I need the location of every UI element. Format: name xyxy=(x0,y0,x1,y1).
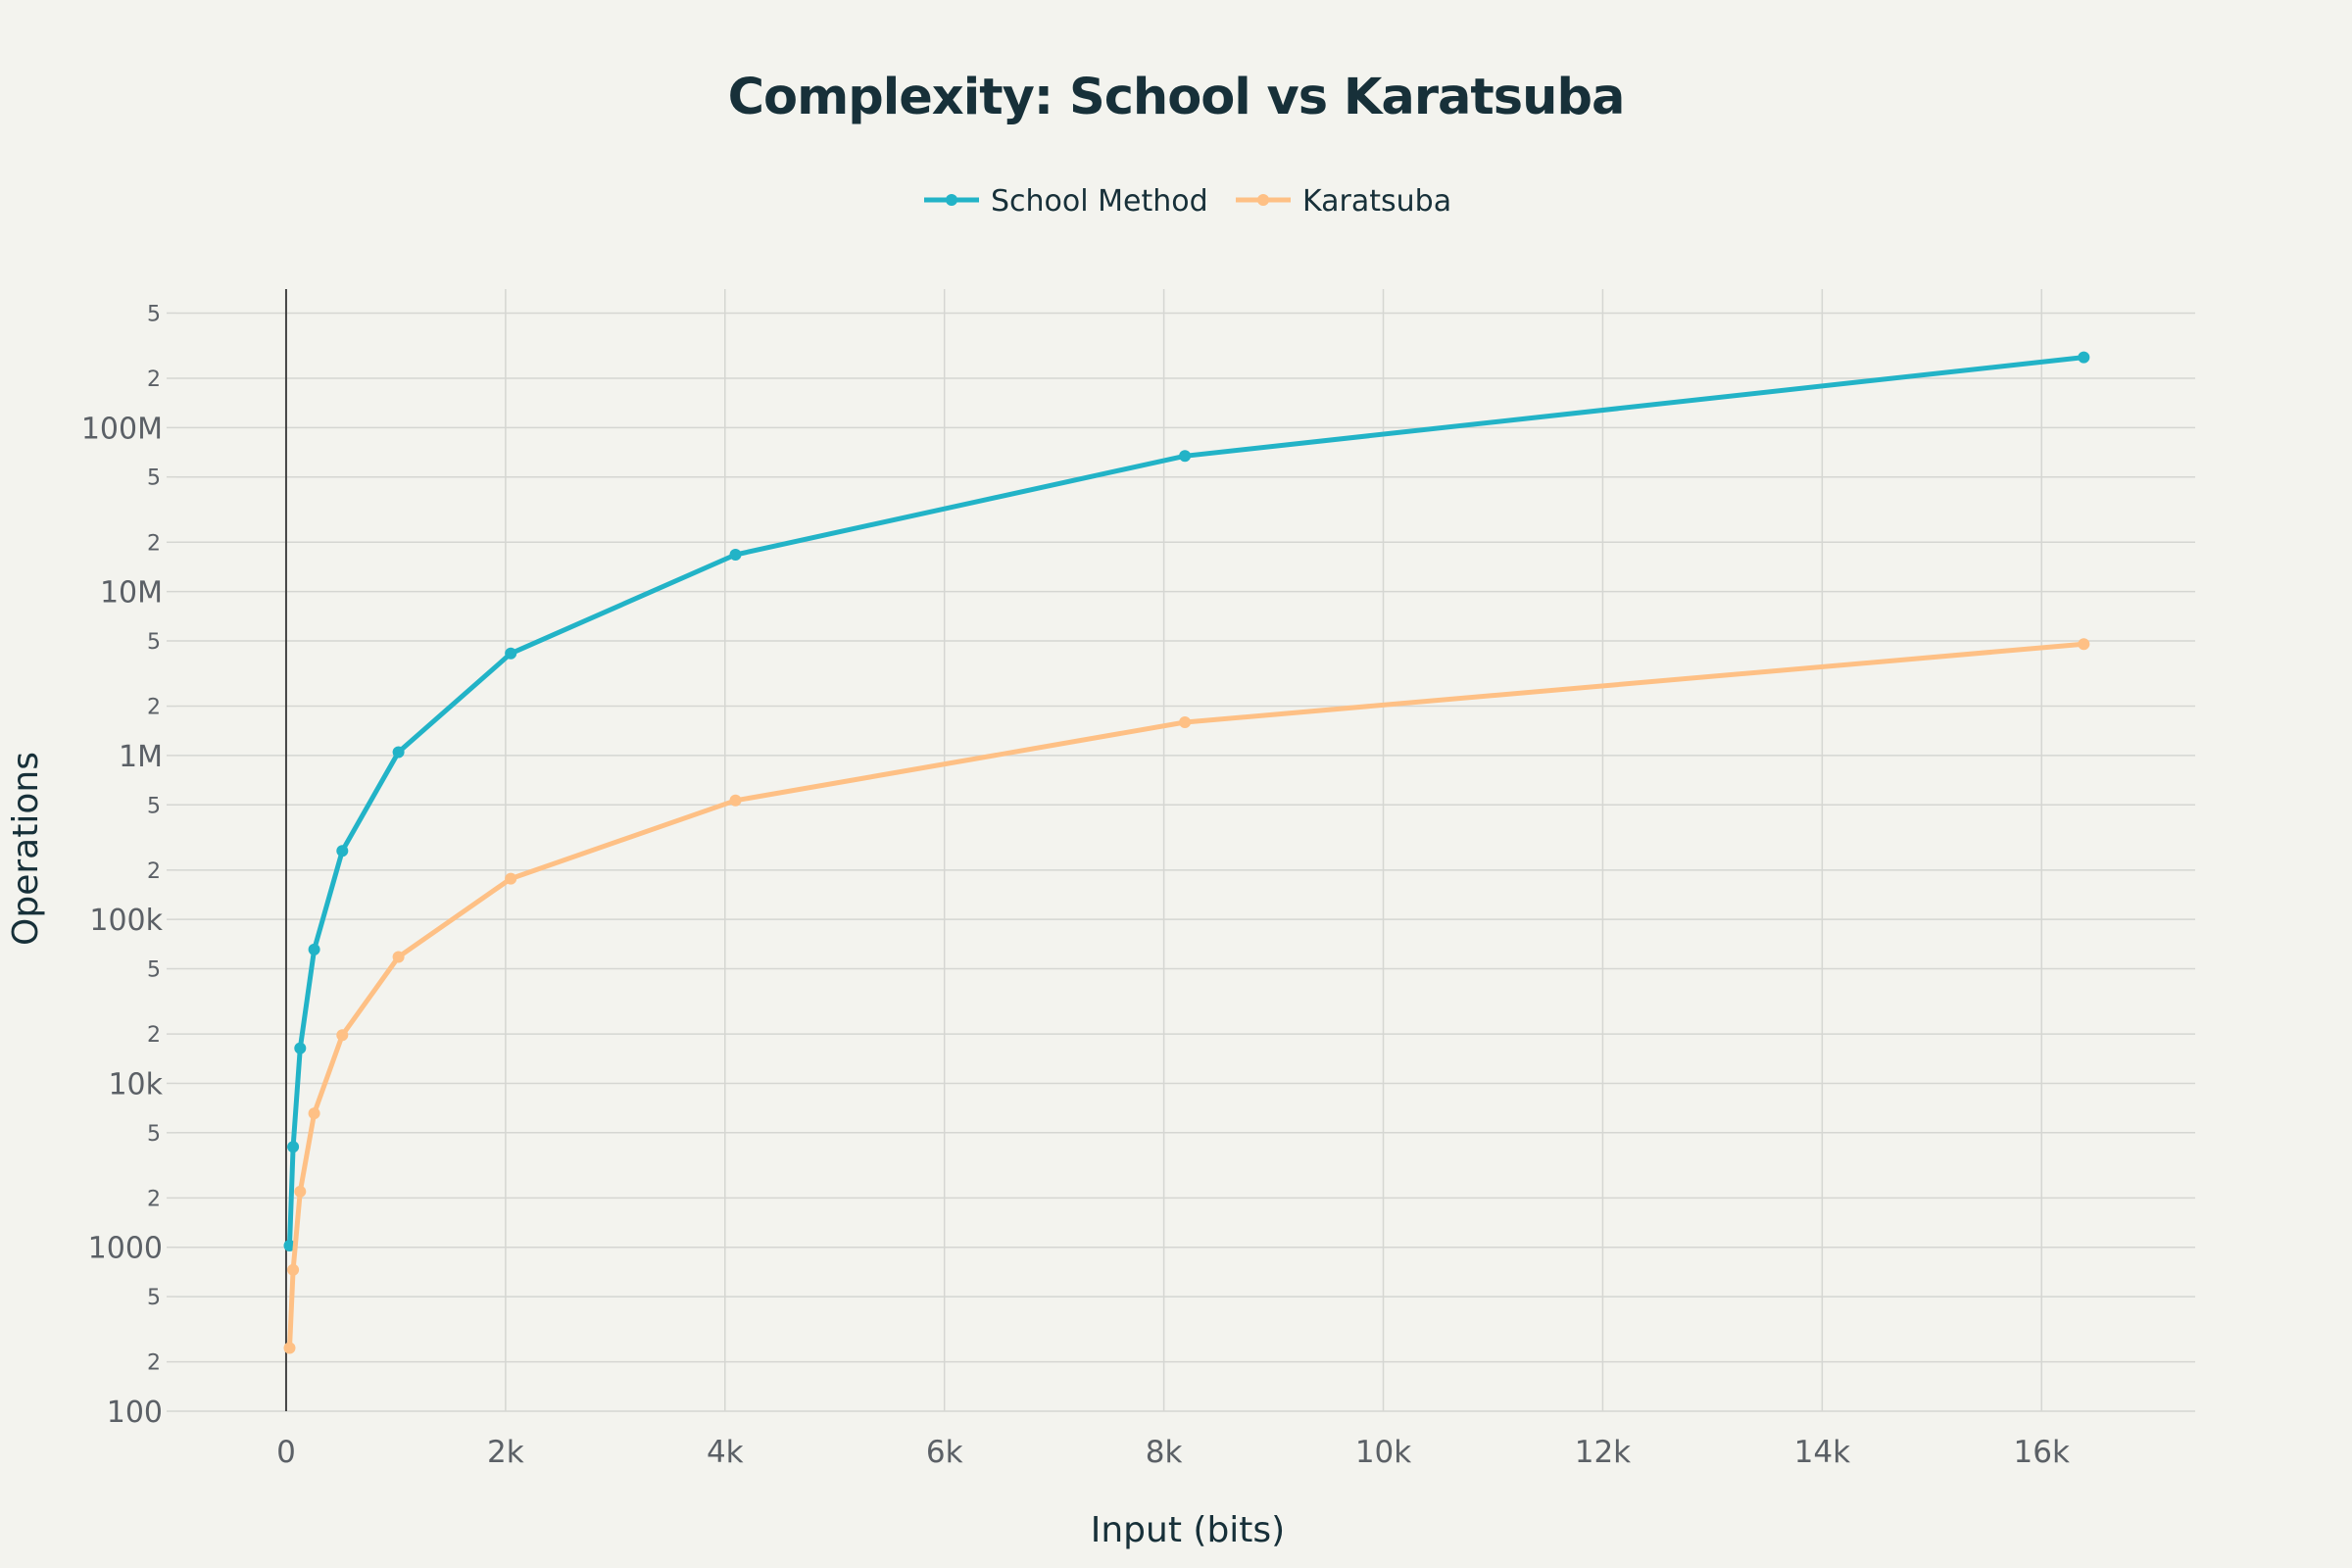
legend-item-school[interactable]: School Method xyxy=(924,184,1208,219)
y-minor-tick-label: 5 xyxy=(147,1122,161,1147)
y-minor-tick-label: 2 xyxy=(147,696,161,720)
legend-label-karatsuba: Karatsuba xyxy=(1302,184,1451,219)
y-tick-label: 100 xyxy=(107,1396,163,1430)
data-point-1 xyxy=(729,794,742,807)
legend-item-karatsuba[interactable]: Karatsuba xyxy=(1236,184,1451,219)
y-tick-label: 1000 xyxy=(88,1232,163,1266)
data-point-0 xyxy=(294,1042,307,1054)
data-point-1 xyxy=(308,1107,320,1120)
data-point-0 xyxy=(336,845,349,858)
data-point-1 xyxy=(283,1342,296,1354)
x-tick-label: 16k xyxy=(2014,1435,2070,1470)
y-tick-label: 100k xyxy=(89,904,163,938)
legend: School Method Karatsuba xyxy=(924,184,1451,219)
y-minor-tick-label: 2 xyxy=(147,859,161,884)
series-line-0 xyxy=(287,355,2086,1249)
data-point-1 xyxy=(287,1263,300,1276)
x-tick-label: 10k xyxy=(1355,1435,1411,1470)
y-minor-tick-label: 5 xyxy=(147,630,161,655)
data-point-0 xyxy=(2078,351,2090,364)
x-tick-label: 2k xyxy=(487,1435,524,1470)
data-point-1 xyxy=(336,1029,349,1042)
y-minor-tick-label: 5 xyxy=(147,958,161,983)
x-tick-label: 14k xyxy=(1794,1435,1850,1470)
chart-title: Complexity: School vs Karatsuba xyxy=(728,69,1625,126)
y-minor-tick-label: 5 xyxy=(147,794,161,818)
data-point-1 xyxy=(1179,716,1192,728)
x-tick-label: 12k xyxy=(1575,1435,1631,1470)
y-minor-tick-label: 5 xyxy=(147,1286,161,1310)
y-tick-label: 10M xyxy=(100,576,163,611)
axis-layer: 0 2k 4k 6k 8k 10k 12k 14k 16k 100 1000 10k 100k 1M 10M… xyxy=(81,289,2070,1470)
data-point-0 xyxy=(729,549,742,561)
data-point-1 xyxy=(505,872,517,885)
x-tick-label: 4k xyxy=(707,1435,744,1470)
y-axis-title: Operations xyxy=(6,752,46,946)
y-minor-tick-label: 2 xyxy=(147,1023,161,1048)
y-minor-tick-label: 5 xyxy=(147,466,161,491)
data-point-1 xyxy=(392,951,405,963)
x-axis-title: Input (bits) xyxy=(1091,1510,1285,1550)
data-point-0 xyxy=(1179,450,1192,463)
y-tick-label: 10k xyxy=(108,1067,163,1102)
data-point-0 xyxy=(283,1240,296,1251)
y-tick-label: 1M xyxy=(119,740,163,774)
y-minor-tick-label: 2 xyxy=(147,1351,161,1376)
legend-label-school: School Method xyxy=(991,184,1208,219)
grid-layer xyxy=(176,289,2195,1412)
y-minor-tick-label: 2 xyxy=(147,531,161,556)
y-minor-tick-label: 5 xyxy=(147,302,161,326)
x-tick-label: 8k xyxy=(1146,1435,1183,1470)
series-line-1 xyxy=(287,641,2086,1350)
series-layer xyxy=(283,351,2090,1354)
data-point-0 xyxy=(392,746,405,759)
x-tick-label: 0 xyxy=(276,1435,296,1470)
data-point-1 xyxy=(2078,638,2090,651)
data-point-0 xyxy=(505,647,517,660)
data-point-1 xyxy=(294,1185,307,1198)
y-tick-label: 100M xyxy=(81,412,163,446)
legend-marker-karatsuba xyxy=(1257,194,1269,206)
x-tick-label: 6k xyxy=(926,1435,963,1470)
y-minor-tick-label: 2 xyxy=(147,368,161,392)
legend-marker-school xyxy=(946,194,957,206)
data-point-0 xyxy=(308,943,320,956)
y-minor-tick-label: 2 xyxy=(147,1187,161,1211)
data-point-0 xyxy=(287,1141,300,1153)
